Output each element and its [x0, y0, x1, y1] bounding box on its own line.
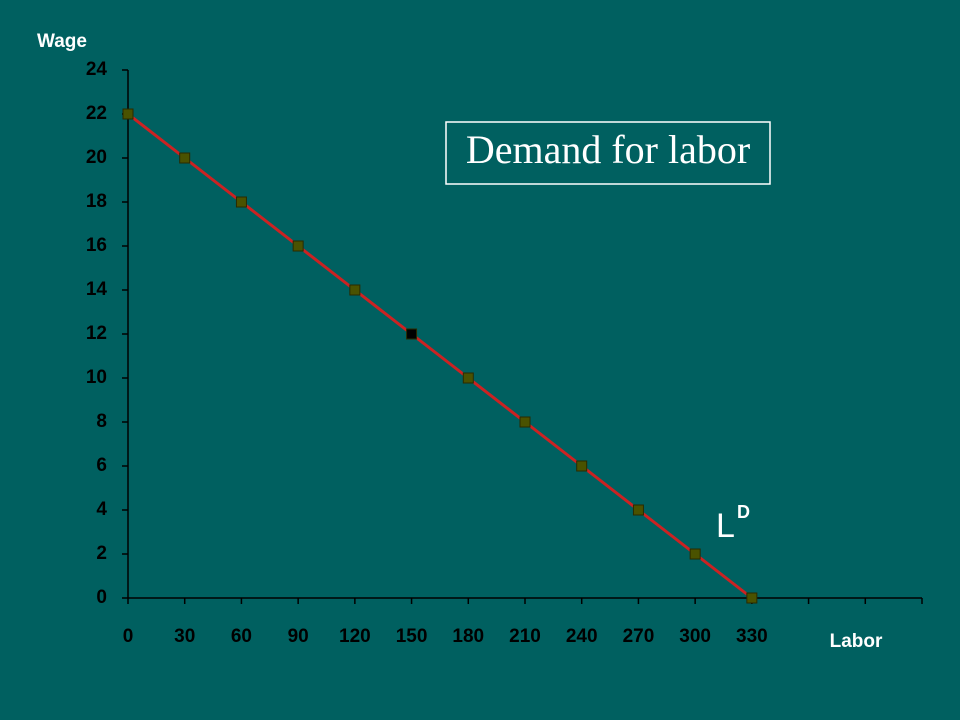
marker: [406, 328, 418, 340]
x-axis-title: Labor: [830, 631, 883, 652]
y-tick-label: 4: [96, 499, 107, 520]
marker: [235, 196, 247, 208]
y-tick-label: 16: [86, 235, 107, 256]
y-tick-label: 22: [86, 103, 107, 124]
curve-label: L: [716, 507, 735, 545]
y-tick-label: 24: [86, 59, 108, 80]
annotation-box: [445, 121, 771, 185]
marker: [292, 240, 304, 252]
x-tick-label: 60: [231, 626, 252, 647]
x-tick-label: 120: [339, 626, 371, 647]
x-tick-label: 90: [288, 626, 309, 647]
marker: [689, 548, 701, 560]
y-axis-title: Wage: [37, 31, 87, 52]
x-tick-label: 180: [452, 626, 484, 647]
y-tick-label: 12: [86, 323, 107, 344]
x-tick-label: 270: [623, 626, 655, 647]
x-tick-label: 330: [736, 626, 768, 647]
y-tick-label: 14: [86, 279, 108, 300]
line: [127, 112, 753, 600]
y-tick-label: 18: [86, 191, 107, 212]
marker: [632, 504, 644, 516]
x-tick-label: 30: [174, 626, 195, 647]
x-tick-label: 300: [679, 626, 711, 647]
marker: [746, 592, 758, 604]
marker: [462, 372, 474, 384]
x-tick-label: 0: [123, 626, 134, 647]
y-tick-label: 10: [86, 367, 107, 388]
marker: [349, 284, 361, 296]
annotation: Demand for labor: [466, 127, 750, 172]
marker: [576, 460, 588, 472]
x-tick-label: 150: [396, 626, 428, 647]
y-tick-label: 8: [96, 411, 107, 432]
marker: [519, 416, 531, 428]
marker: [179, 152, 191, 164]
y-tick-label: 20: [86, 147, 107, 168]
y-tick-label: 2: [96, 543, 107, 564]
x-tick-label: 210: [509, 626, 541, 647]
y-tick-label: 0: [96, 587, 107, 608]
x-tick-label: 240: [566, 626, 598, 647]
marker: [122, 108, 134, 120]
curve-label-superscript: D: [737, 502, 750, 522]
y-tick-label: 6: [96, 455, 107, 476]
